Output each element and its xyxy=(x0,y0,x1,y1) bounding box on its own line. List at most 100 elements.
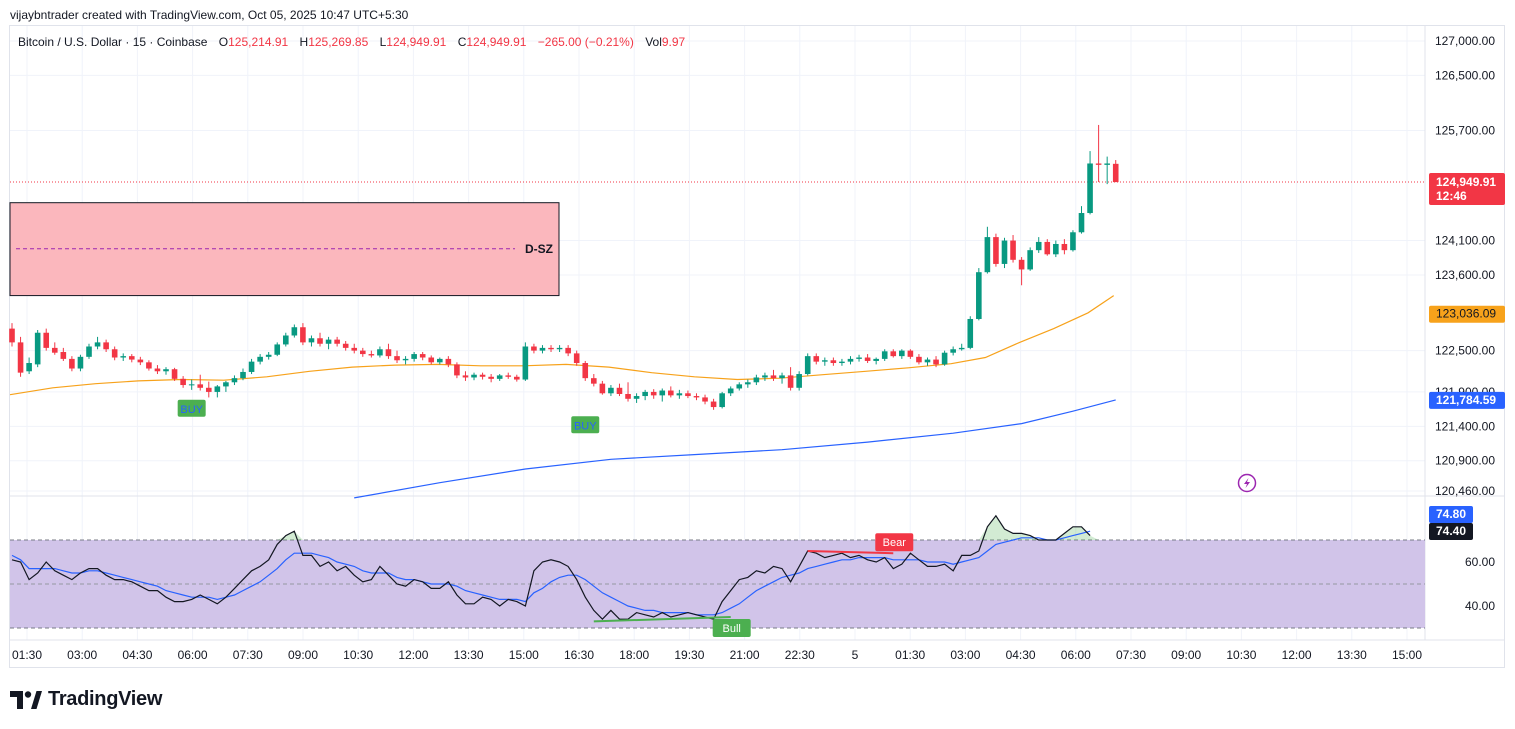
candle-body xyxy=(60,352,67,359)
candle-body xyxy=(9,328,15,343)
rsi-overbought-fill-0 xyxy=(277,531,303,540)
candle xyxy=(462,371,469,381)
candle xyxy=(1035,237,1042,253)
candle xyxy=(548,345,554,353)
candle xyxy=(411,352,417,362)
candle xyxy=(188,379,195,390)
candle xyxy=(830,357,837,366)
candle-body xyxy=(907,350,914,357)
rsi-tick-label-0: 60.00 xyxy=(1465,555,1495,569)
bear-divergence-line xyxy=(807,550,894,555)
candle-body xyxy=(548,347,554,350)
candle xyxy=(804,353,811,376)
time-tick-label-2: 04:30 xyxy=(122,648,152,662)
candle xyxy=(479,372,486,380)
candle xyxy=(77,354,84,372)
buy-signal-label-1: BUY xyxy=(574,420,597,432)
candle-body xyxy=(428,357,435,363)
candle xyxy=(94,336,101,350)
candle-body xyxy=(676,393,683,396)
candle-body xyxy=(727,388,734,394)
candle xyxy=(205,381,212,398)
candle xyxy=(710,398,717,410)
open-value: 125,214.91 xyxy=(228,35,289,49)
candle xyxy=(685,390,691,399)
candle xyxy=(282,332,289,347)
candle-body xyxy=(223,382,229,387)
candle xyxy=(402,356,409,365)
candle xyxy=(454,362,460,379)
candle xyxy=(103,339,109,353)
candle xyxy=(719,391,725,409)
candle xyxy=(1018,257,1025,286)
candle xyxy=(43,328,50,351)
candle xyxy=(111,346,118,361)
bull-divergence-badge xyxy=(712,619,751,637)
time-tick-label-13: 21:00 xyxy=(730,648,760,662)
candle xyxy=(702,394,708,405)
candle-body xyxy=(86,346,92,357)
candle xyxy=(993,233,999,267)
candle xyxy=(240,368,246,381)
bull-divergence-line xyxy=(593,616,731,623)
candle xyxy=(565,345,571,357)
ema-fast-tag xyxy=(1429,305,1505,323)
candle xyxy=(941,350,948,366)
candle xyxy=(180,376,186,388)
candle-body xyxy=(265,354,272,357)
candle-body xyxy=(274,344,281,355)
chart-frame xyxy=(9,25,1505,668)
candle-body xyxy=(111,349,118,358)
candle xyxy=(128,354,135,363)
tradingview-brand[interactable]: TradingView xyxy=(10,688,162,711)
close-label: C xyxy=(457,35,467,49)
candle-body xyxy=(146,362,152,369)
buy-signal-badge-1 xyxy=(571,416,600,434)
rsi-ma-line xyxy=(11,530,1091,616)
candle-body xyxy=(591,378,597,384)
candle-body xyxy=(702,397,708,402)
buy-signal-label-0: BUY xyxy=(180,404,203,416)
candle-body xyxy=(128,356,135,360)
last-price-tag-value: 124,949.91 xyxy=(1436,175,1496,189)
candle xyxy=(864,354,871,364)
candle xyxy=(1044,239,1051,256)
candle xyxy=(539,345,546,354)
candle xyxy=(120,353,127,361)
candle-body xyxy=(625,393,631,399)
candle-body xyxy=(180,378,186,386)
candle xyxy=(770,369,777,381)
candle-body xyxy=(291,327,298,336)
candle-body xyxy=(1061,243,1068,251)
time-tick-label-23: 12:00 xyxy=(1282,648,1312,662)
candle-body xyxy=(685,393,691,397)
candle xyxy=(762,372,768,381)
candle-body xyxy=(26,363,32,372)
candle-body xyxy=(496,375,503,379)
candle xyxy=(51,342,58,355)
candle-body xyxy=(916,356,922,363)
candle-body xyxy=(1104,163,1110,165)
candle xyxy=(727,386,734,397)
candle-body xyxy=(659,390,666,396)
time-tick-label-15: 5 xyxy=(852,648,859,662)
candle xyxy=(958,343,965,351)
high-label: H xyxy=(299,35,309,49)
candle-body xyxy=(317,338,323,344)
candle xyxy=(60,347,67,361)
candle xyxy=(419,352,426,361)
candle xyxy=(881,349,888,361)
candle xyxy=(445,356,452,368)
volume-label: Vol xyxy=(645,35,662,49)
candle-body xyxy=(933,359,939,365)
candle xyxy=(847,356,854,365)
candle-body xyxy=(205,387,212,392)
candle-body xyxy=(377,349,383,356)
candle-body xyxy=(454,364,460,376)
candle-body xyxy=(839,361,845,364)
candle xyxy=(659,388,666,402)
candle xyxy=(839,358,845,366)
low-label: L xyxy=(379,35,387,49)
candle-body xyxy=(248,361,255,372)
